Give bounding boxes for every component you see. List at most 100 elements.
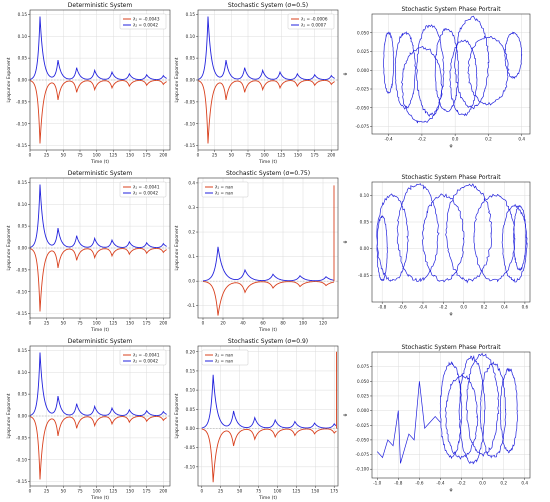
y-tick-label: -0.025 xyxy=(356,423,370,428)
x-tick-label: -1.0 xyxy=(373,481,382,486)
phase-tail xyxy=(377,381,441,464)
panel-title: Stochastic System (σ=0.5) xyxy=(228,2,308,9)
x-tick-label: 75 xyxy=(77,489,83,494)
x-tick-label: -0.4 xyxy=(385,137,394,142)
x-tick-label: 25 xyxy=(44,321,50,326)
plot-area xyxy=(198,178,338,318)
y-tick-label: 0.15 xyxy=(18,348,28,353)
x-tick-label: 0 xyxy=(29,153,32,158)
panel-title: Deterministic System xyxy=(68,338,133,345)
phase-loop xyxy=(439,361,463,459)
y-tick-label: 0.050 xyxy=(357,30,369,35)
y-tick-label: -0.15 xyxy=(184,143,195,148)
legend-label: λ₂ = 0.0042 xyxy=(133,23,158,28)
x-tick-label: 125 xyxy=(109,321,117,326)
x-tick-label: -0.8 xyxy=(394,481,403,486)
panel-r2c1: 0 25 50 75 100 125 150 175 200 -0.15 -0.10 -0.05 0.0… xyxy=(6,170,171,333)
panel-title: Stochastic System Phase Portrait xyxy=(401,344,501,351)
y-tick-label: 0.05 xyxy=(186,56,196,61)
axes-frame xyxy=(197,9,339,151)
legend-label: λ₁ = -0.0041 xyxy=(133,353,160,358)
y-axis-label: Lyapunov Exponent xyxy=(174,393,180,438)
x-tick-label: 0 xyxy=(29,489,32,494)
y-axis-label: θ xyxy=(343,413,349,416)
x-axis-label: φ xyxy=(449,488,452,493)
axes-frame xyxy=(29,177,171,319)
y-tick-label: -0.15 xyxy=(16,479,27,484)
x-tick-label: 25 xyxy=(44,489,50,494)
series-line-1 xyxy=(29,80,167,144)
y-tick-label: -0.15 xyxy=(16,311,27,316)
legend-box xyxy=(201,181,249,198)
x-tick-label: -0.2 xyxy=(418,137,427,142)
phase-loop xyxy=(499,367,518,454)
x-tick-label: 120 xyxy=(319,321,327,326)
legend-box xyxy=(201,349,249,366)
x-tick-label: 125 xyxy=(292,489,300,494)
phase-loop xyxy=(501,203,528,283)
x-tick-label: 0.6 xyxy=(522,305,529,310)
x-tick-label: 100 xyxy=(273,489,281,494)
panel-r3c1: 0 25 50 75 100 125 150 175 200 -0.15 -0.10 -0.05 0.0… xyxy=(6,338,171,501)
series-line-2 xyxy=(202,246,335,282)
y-tick-label: -0.050 xyxy=(356,105,370,110)
y-tick-label: 0.10 xyxy=(18,202,28,207)
y-tick-label: -0.1 xyxy=(187,303,196,308)
y-tick-label: 0.4 xyxy=(188,180,195,185)
y-tick-label: 0.05 xyxy=(18,56,28,61)
phase-loop xyxy=(444,374,479,460)
x-tick-label: -0.2 xyxy=(439,305,448,310)
y-tick-label: 0.10 xyxy=(186,388,196,393)
y-tick-label: -0.100 xyxy=(356,467,370,472)
x-tick-label: 150 xyxy=(126,489,134,494)
y-tick-label: 0.05 xyxy=(186,407,196,412)
panel-title: Stochastic System Phase Portrait xyxy=(401,174,501,181)
y-tick-label: 0.00 xyxy=(360,246,370,251)
phase-loop xyxy=(504,31,523,80)
plot-area xyxy=(372,14,530,134)
y-tick-label: 0.075 xyxy=(357,364,369,369)
y-tick-label: -0.10 xyxy=(16,121,27,126)
plot-area xyxy=(198,346,338,486)
legend-label: λ₁ = nan xyxy=(215,185,234,190)
y-axis-label: Lyapunov Exponent xyxy=(6,225,12,270)
y-tick-label: -0.05 xyxy=(358,273,369,278)
x-tick-label: 100 xyxy=(93,321,101,326)
x-tick-label: 50 xyxy=(229,153,235,158)
y-tick-label: 0.10 xyxy=(186,34,196,39)
phase-loop xyxy=(449,39,478,117)
legend-label: λ₂ = 0.0042 xyxy=(133,191,158,196)
axes-frame xyxy=(371,351,531,479)
x-tick-label: 150 xyxy=(126,153,134,158)
y-tick-label: -0.075 xyxy=(356,124,370,129)
series-line-2 xyxy=(197,16,335,80)
x-tick-label: 150 xyxy=(294,153,302,158)
x-tick-label: 150 xyxy=(311,489,319,494)
x-tick-label: 75 xyxy=(77,321,83,326)
panel-r3c3: -1.0 -0.8 -0.6 -0.4 -0.2 0.0 0.2 0.4 -0.100 -0.07… xyxy=(343,344,531,493)
phase-loop xyxy=(454,15,490,110)
x-axis-label: Time (t) xyxy=(90,159,109,165)
panel-r3c2: 0 25 50 75 100 125 150 175 -0.10 -0.05 0.00 0.05 0.1… xyxy=(174,338,339,501)
x-tick-label: 175 xyxy=(143,153,151,158)
y-tick-label: 0.025 xyxy=(357,393,369,398)
panel-title: Stochastic System (σ=0.9) xyxy=(228,338,308,345)
legend-label: λ₁ = -0.0006 xyxy=(301,17,328,22)
x-axis-label: φ xyxy=(449,144,452,149)
x-tick-label: 100 xyxy=(299,321,307,326)
phase-loop xyxy=(401,46,443,124)
x-tick-label: 75 xyxy=(256,489,262,494)
x-tick-label: 175 xyxy=(330,489,338,494)
y-tick-label: 0.2 xyxy=(188,230,195,235)
y-tick-label: 0.000 xyxy=(357,68,369,73)
y-axis-label: θ xyxy=(343,240,349,243)
x-tick-label: 0.4 xyxy=(501,305,508,310)
x-axis-label: Time (t) xyxy=(258,159,277,165)
panel-title: Stochastic System (σ=0.75) xyxy=(226,170,310,177)
x-tick-label: 0.0 xyxy=(460,305,467,310)
phase-loop xyxy=(473,193,516,283)
x-tick-label: 200 xyxy=(327,153,335,158)
series-line-2 xyxy=(29,16,167,80)
phase-loop xyxy=(396,183,440,283)
y-tick-label: 0.15 xyxy=(18,12,28,17)
